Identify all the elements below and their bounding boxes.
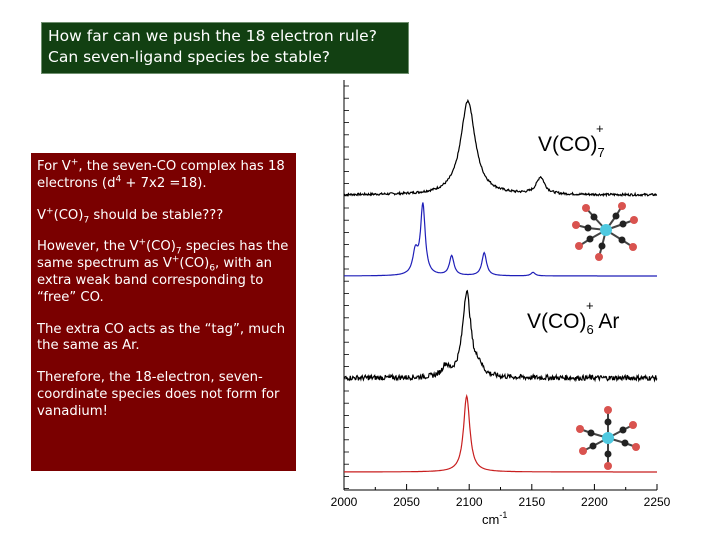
molecule-layer — [572, 202, 640, 470]
x-tick-label: 2250 — [644, 495, 671, 509]
paragraph-stability-question: V+(CO)7 should be stable??? — [37, 206, 290, 226]
charge-sup: + — [138, 238, 147, 248]
spectrum-trace-2 — [344, 202, 657, 277]
x-tick-label: 2050 — [393, 495, 420, 509]
molecule-7co-icon — [572, 202, 638, 261]
spectrum-trace-1 — [343, 98, 658, 198]
trace-layer — [343, 98, 658, 473]
text-run: + 7x2 =18). — [121, 175, 207, 191]
charge-sup: + — [70, 157, 79, 168]
x-tick-label: 2200 — [581, 495, 608, 509]
annotation-top-base: V(CO) — [538, 133, 598, 156]
text-run: For V — [37, 159, 71, 174]
molecule-6co-ar-icon — [576, 406, 640, 470]
text-run: species has the same spectrum as V — [37, 239, 289, 272]
svg-text:V(CO)6 Ar: V(CO)6 Ar — [527, 310, 619, 337]
text-run: (CO) — [53, 207, 84, 223]
text-run: (CO) — [179, 256, 210, 272]
explanation-box: For V+, the seven-CO complex has 18 elec… — [31, 153, 296, 471]
text-run: (CO) — [146, 239, 176, 255]
text-run: However, the V — [37, 239, 139, 255]
title-line-1: How far can we push the 18 electron rule… — [48, 27, 377, 45]
paragraph-conclusion: Therefore, the 18-electron, seven-coordi… — [37, 370, 280, 419]
charge-sup: + — [46, 206, 54, 217]
axis-layer: 2000 2050 2100 2150 2200 2250 — [331, 80, 671, 509]
ligand-count-sub: 6 — [209, 263, 216, 274]
x-tick-label: 2100 — [456, 495, 483, 509]
x-tick-label: 2000 — [331, 495, 358, 509]
title-box: How far can we push the 18 electron rule… — [41, 22, 409, 74]
charge-sup: + — [171, 254, 180, 265]
text-run: , the seven-CO complex has 18 electrons … — [37, 159, 285, 191]
svg-text:V(CO)7: V(CO)7 — [538, 133, 605, 160]
ligand-count-sub: 7 — [83, 215, 90, 226]
annotation-middle-base: V(CO) — [527, 310, 587, 333]
x-tick-label: 2150 — [518, 495, 545, 509]
annotation-middle: V(CO)6 Ar + — [527, 298, 619, 337]
ligand-count-sub: 7 — [175, 247, 182, 258]
spectrum-trace-4 — [344, 393, 657, 473]
annotation-top-sup: + — [596, 121, 604, 136]
x-axis-label: cm-1 — [482, 510, 507, 527]
text-run: V — [37, 207, 47, 223]
title-line-2: Can seven-ligand species be stable? — [48, 48, 331, 66]
text-run: should be stable??? — [89, 207, 224, 223]
ir-spectrum-chart: 2000 2050 2100 2150 2200 2250 — [331, 80, 671, 527]
paragraph-spectrum: However, the V+(CO)7 species has the sam… — [37, 239, 290, 306]
text-run: , with an extra weak band corresponding … — [37, 256, 273, 305]
x-axis-label-base: cm — [482, 512, 499, 527]
annotation-middle-sub: 6 — [587, 322, 594, 337]
annotation-top: V(CO)7 + — [538, 121, 605, 160]
annotation-middle-tail: Ar — [594, 310, 620, 333]
paragraph-electron-count: For V+, the seven-CO complex has 18 elec… — [37, 157, 290, 193]
annotation-middle-sup: + — [586, 298, 594, 313]
d-count-sup: 4 — [115, 174, 122, 185]
spectrum-trace-3 — [343, 289, 658, 383]
annotation-top-sub: 7 — [598, 145, 605, 160]
paragraph-tag: The extra CO acts as the “tag”, much the… — [37, 321, 286, 354]
x-axis-label-sup: -1 — [499, 510, 507, 520]
